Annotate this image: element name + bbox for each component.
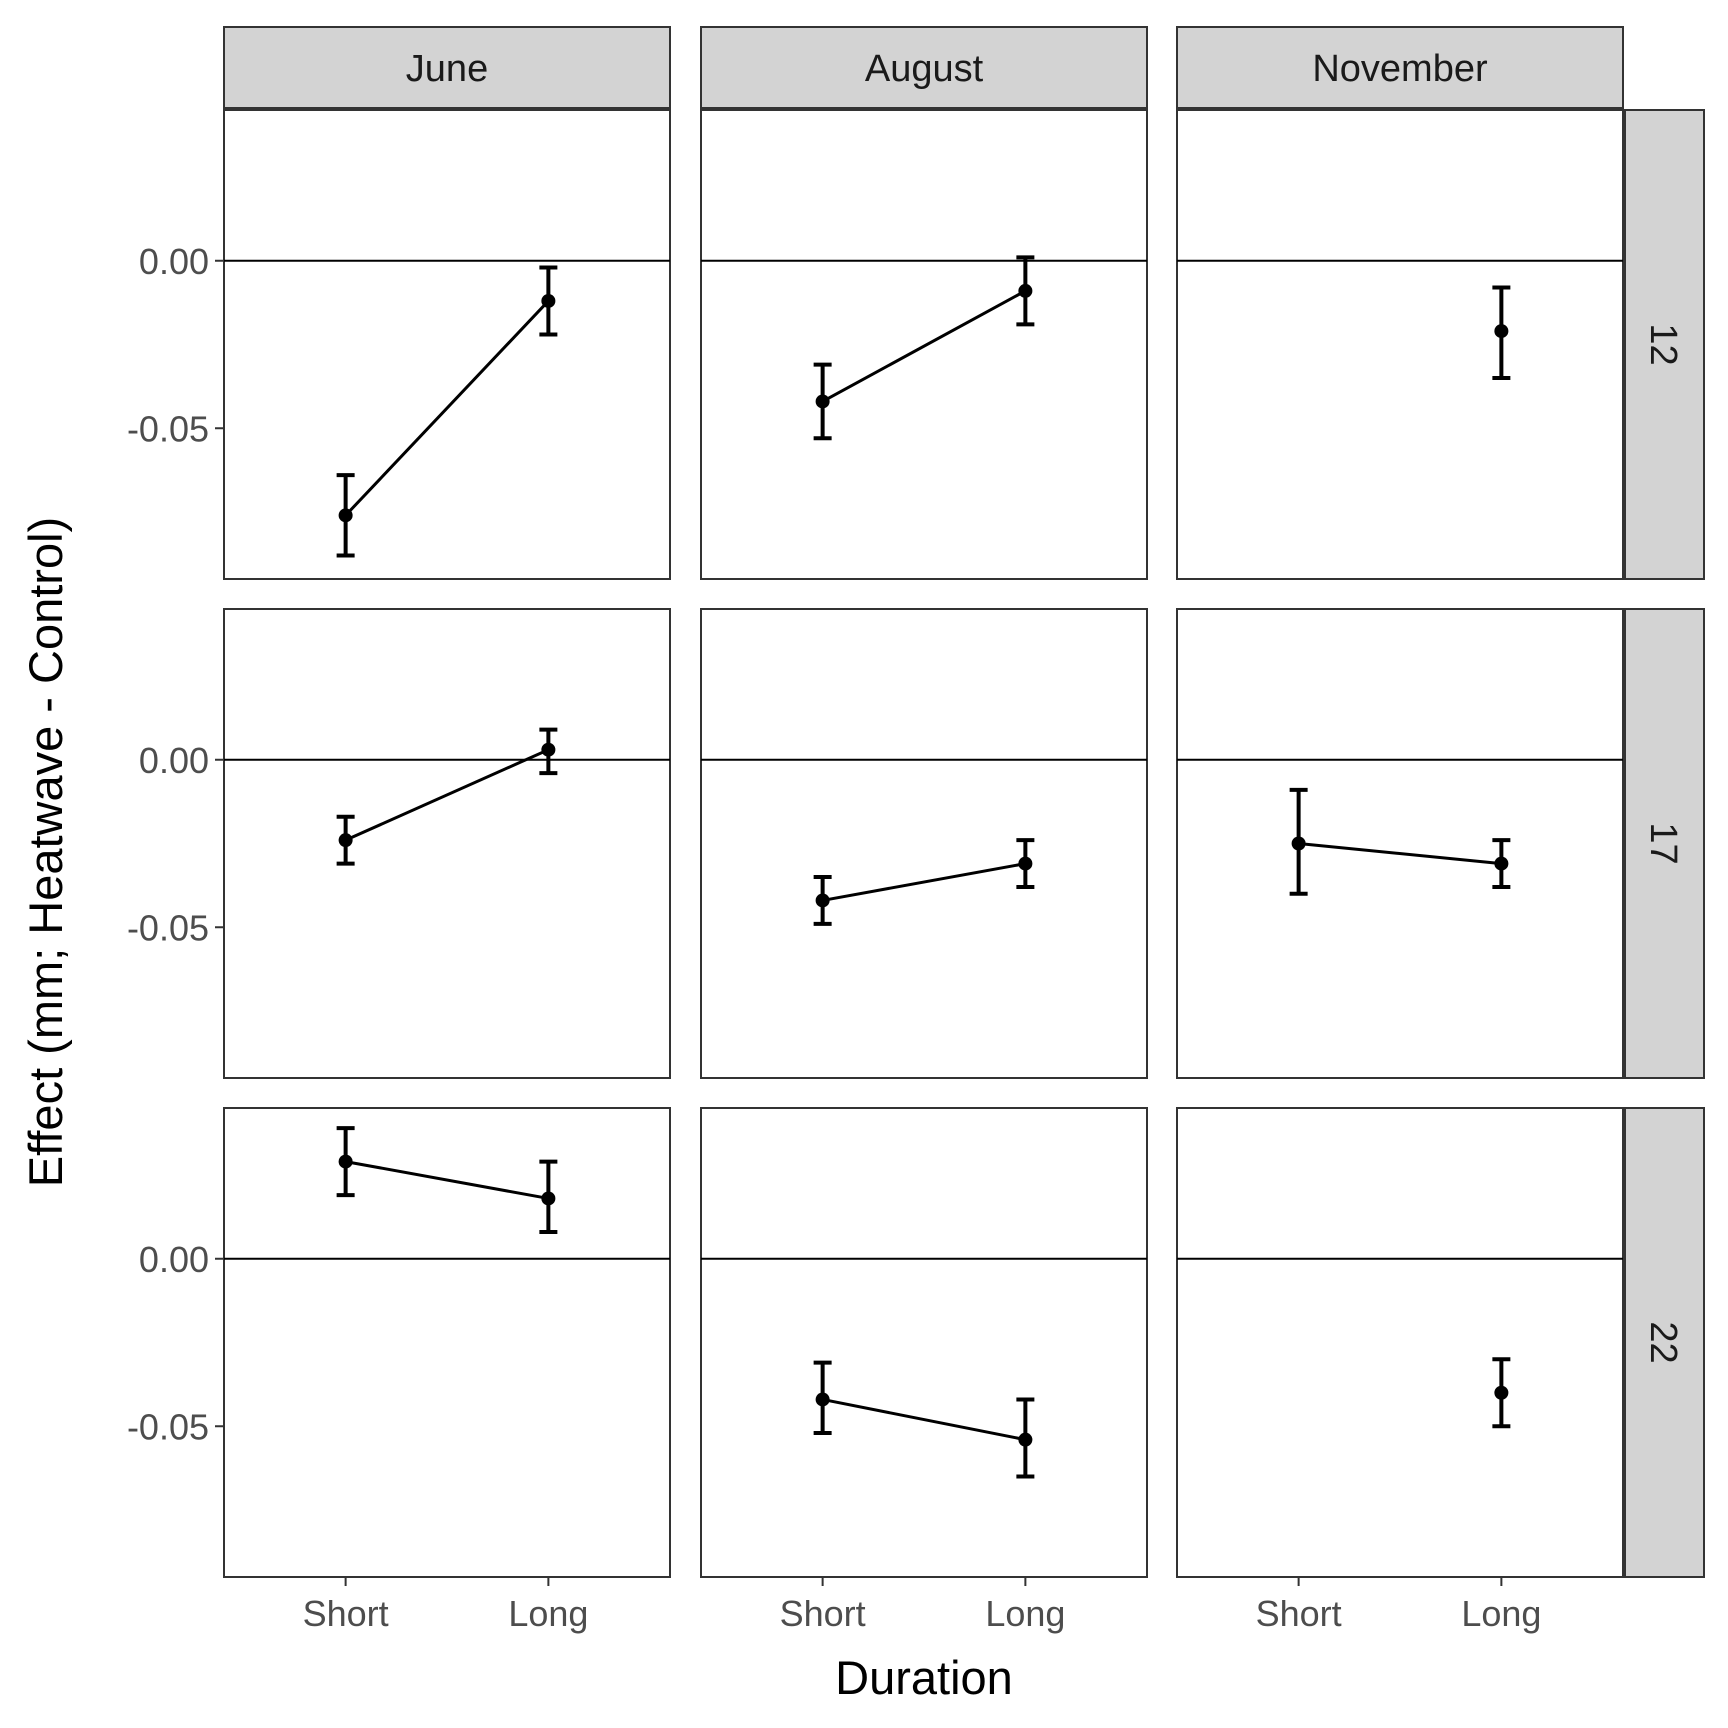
panel-border (223, 608, 671, 1079)
column-strip (223, 26, 671, 110)
series-line (1298, 842, 1502, 866)
x-tick-label: Long (1461, 1593, 1541, 1634)
panel-12-november (1176, 109, 1624, 580)
series-line (345, 1160, 549, 1200)
panel-12-june (223, 109, 671, 580)
y-tick-label: -0.05 (127, 907, 209, 948)
row-strip-label: 22 (1642, 1321, 1684, 1363)
data-point (815, 394, 830, 409)
data-point (338, 508, 353, 523)
row-strip-label: 17 (1642, 822, 1684, 864)
x-tick-label: Long (508, 1593, 588, 1634)
panel-border (1176, 1107, 1624, 1578)
panel-border (1176, 608, 1624, 1079)
panel-17-august (700, 608, 1148, 1079)
panel-22-june (223, 1107, 671, 1578)
row-strip (1623, 109, 1705, 580)
row-strips: 12 17 22 (1622, 109, 1705, 1578)
x-axis-title: Duration (835, 1651, 1013, 1704)
data-point (541, 293, 556, 308)
panel-17-november (1176, 608, 1624, 1079)
column-strip-label: June (406, 48, 488, 90)
panel-border (700, 1107, 1148, 1578)
data-point (1018, 1432, 1033, 1447)
panel-12-august (700, 109, 1148, 580)
series-line (822, 862, 1026, 902)
axes: 0.00 -0.05 0.00 -0.05 0.00 -0.05 Short Long Shor… (127, 241, 1541, 1634)
column-strip (700, 26, 1148, 110)
panel-border (223, 1107, 671, 1578)
panel-border (1176, 109, 1624, 580)
y-tick-label: 0.00 (139, 740, 209, 781)
data-point (815, 1392, 830, 1407)
y-tick-label: 0.00 (139, 241, 209, 282)
data-point (338, 1154, 353, 1169)
data-point (1494, 324, 1509, 339)
column-strip (1176, 26, 1624, 110)
y-axis-title: Effect (mm; Heatwave - Control) (19, 517, 72, 1187)
panel-17-june (223, 608, 671, 1079)
row-strip-label: 12 (1642, 323, 1684, 365)
panels (223, 109, 1624, 1578)
data-point (338, 833, 353, 848)
column-strips: June August November (223, 26, 1624, 111)
data-point (1018, 283, 1033, 298)
data-point (1494, 1385, 1509, 1400)
panel-22-november (1176, 1107, 1624, 1578)
data-point (541, 742, 556, 757)
series-line (822, 1397, 1026, 1442)
y-tick-label: -0.05 (127, 408, 209, 449)
x-tick-label: Short (303, 1593, 389, 1634)
panel-22-august (700, 1107, 1148, 1578)
data-point (815, 893, 830, 908)
column-strip-label: August (865, 48, 984, 90)
data-point (1291, 836, 1306, 851)
row-strip (1623, 1107, 1705, 1578)
data-point (1494, 856, 1509, 871)
x-tick-label: Long (985, 1593, 1065, 1634)
x-tick-label: Short (780, 1593, 866, 1634)
series-line (345, 748, 549, 842)
panel-border (700, 608, 1148, 1079)
series-line (821, 289, 1027, 403)
x-tick-label: Short (1256, 1593, 1342, 1634)
y-tick-label: -0.05 (127, 1406, 209, 1447)
series-line (344, 299, 550, 517)
panel-border (223, 109, 671, 580)
y-tick-label: 0.00 (139, 1239, 209, 1280)
column-strip-label: November (1312, 48, 1488, 90)
data-point (541, 1191, 556, 1206)
data-point (1018, 856, 1033, 871)
